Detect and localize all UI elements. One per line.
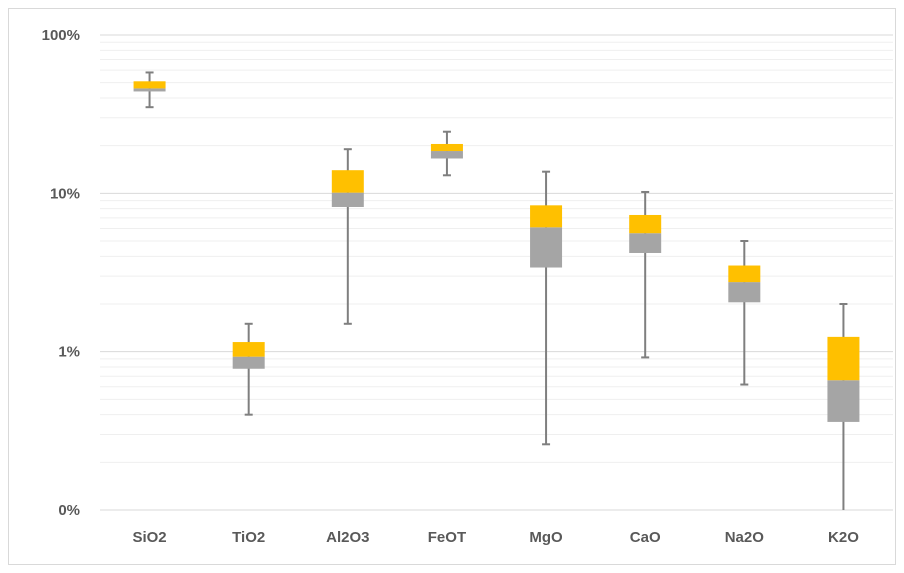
x-category-label: FeOT: [428, 529, 466, 546]
x-category-label: TiO2: [232, 529, 265, 546]
box-lower-quartile: [430, 151, 463, 159]
box-lower-quartile: [530, 227, 563, 268]
y-tick-label: 100%: [42, 27, 80, 44]
box-MgO: [530, 170, 563, 446]
chart-border: [8, 8, 896, 565]
x-category-label: CaO: [630, 529, 661, 546]
box-Al2O3: [331, 148, 364, 325]
box-upper-quartile: [331, 170, 364, 193]
x-axis-labels: SiO2 TiO2 Al2O3 FeOT MgO CaO Na2O K2O: [132, 529, 859, 546]
y-tick-label: 0%: [58, 502, 80, 519]
box-FeOT: [430, 130, 463, 177]
box-lower-quartile: [232, 356, 265, 369]
x-category-label: MgO: [529, 529, 563, 546]
box-K2O: [827, 303, 860, 510]
x-category-label: K2O: [828, 529, 859, 546]
y-tick-label: 1%: [58, 344, 80, 361]
x-category-label: Al2O3: [326, 529, 369, 546]
box-CaO: [629, 190, 662, 359]
box-upper-quartile: [430, 143, 463, 152]
box-upper-quartile: [232, 342, 265, 357]
box-SiO2: [133, 71, 166, 109]
box-lower-quartile: [331, 192, 364, 207]
box-TiO2: [232, 322, 265, 416]
grid-layer: [100, 34, 893, 511]
box-Na2O: [728, 239, 761, 386]
box-upper-quartile: [530, 205, 563, 228]
box-upper-quartile: [133, 81, 166, 89]
box-lower-quartile: [728, 282, 761, 303]
box-lower-quartile: [827, 380, 860, 422]
y-tick-label: 10%: [50, 185, 80, 202]
box-upper-quartile: [629, 214, 662, 234]
x-category-label: SiO2: [132, 529, 166, 546]
box-lower-quartile: [629, 233, 662, 253]
y-axis-ticks: 100% 10% 1% 0%: [42, 27, 80, 519]
box-lower-quartile: [133, 88, 166, 92]
x-category-label: Na2O: [725, 529, 765, 546]
box-upper-quartile: [728, 265, 761, 283]
box-upper-quartile: [827, 336, 860, 381]
box-layer: [133, 71, 860, 510]
